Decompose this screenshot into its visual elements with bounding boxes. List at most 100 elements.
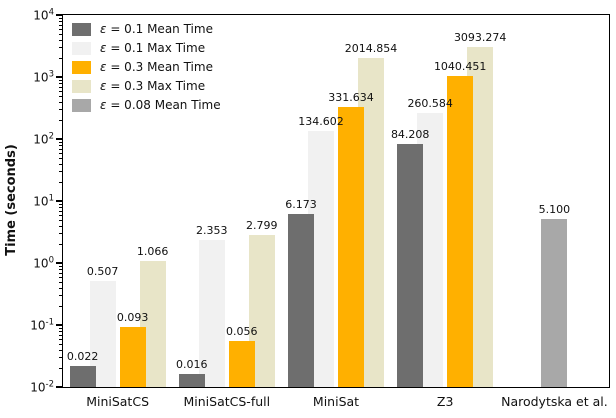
y-minor-tick: [59, 83, 62, 84]
y-minor-tick: [59, 338, 62, 340]
bar-value-label: 0.507: [86, 265, 119, 279]
y-major-tick: [56, 200, 62, 202]
y-minor-tick: [59, 214, 62, 216]
bar-value-label: 5.100: [538, 203, 571, 217]
y-minor-tick: [59, 272, 62, 274]
legend-label: ε = 0.1 Max Time: [100, 41, 206, 55]
y-minor-tick: [59, 276, 62, 278]
bar: [198, 239, 225, 387]
y-minor-tick: [59, 28, 62, 30]
plot-area: ε = 0.1 Mean Time ε = 0.1 Max Time ε = 0.3…: [30, 8, 610, 409]
legend-entry: ε = 0.1 Max Time: [72, 41, 221, 55]
y-major-tick: [56, 76, 62, 78]
bar-value-label: 2.353: [196, 223, 228, 237]
y-minor-tick: [59, 95, 62, 97]
y-minor-tick: [59, 269, 62, 270]
y-minor-tick: [59, 219, 62, 221]
y-minor-tick: [59, 349, 62, 351]
legend-swatch: [72, 98, 91, 112]
y-tick-label: 10-1: [30, 317, 54, 333]
bar-value-label: 0.016: [176, 358, 208, 372]
bar: [397, 143, 424, 387]
y-minor-tick: [59, 265, 62, 267]
y-minor-tick: [59, 79, 62, 81]
y-minor-tick: [59, 152, 62, 154]
y-minor-tick: [59, 306, 62, 308]
x-tick-label: MiniSat: [312, 394, 360, 409]
legend-entry: ε = 0.08 Mean Time: [72, 98, 221, 112]
y-minor-tick: [59, 244, 62, 246]
legend-swatch: [72, 60, 91, 74]
legend-label: ε = 0.3 Mean Time: [100, 60, 213, 74]
bar: [288, 214, 314, 387]
y-minor-tick: [59, 287, 62, 289]
y-minor-tick: [59, 90, 62, 92]
legend-label: ε = 0.08 Mean Time: [100, 98, 221, 112]
bar-value-label: 331.634: [328, 90, 374, 104]
y-minor-tick: [59, 148, 62, 150]
legend-entry: ε = 0.3 Mean Time: [72, 60, 221, 74]
y-minor-tick: [59, 157, 62, 159]
bar: [541, 219, 568, 387]
bar: [69, 365, 96, 387]
y-minor-tick: [59, 327, 62, 329]
y-minor-tick: [59, 331, 62, 332]
y-minor-tick: [59, 109, 62, 111]
y-tick-label: 101: [33, 193, 54, 209]
bar: [119, 326, 146, 387]
bar-value-label: 1.066: [136, 245, 169, 259]
y-minor-tick: [59, 24, 62, 26]
y-major-tick: [56, 386, 62, 388]
bar-value-label: 6.173: [285, 198, 317, 211]
legend-swatch: [72, 79, 91, 93]
y-minor-tick: [59, 295, 62, 297]
bar: [447, 75, 474, 387]
y-minor-tick: [59, 281, 62, 283]
y-major-tick: [56, 262, 62, 264]
x-tick-label: MiniSatCS-full: [183, 394, 271, 409]
bar-value-label: 84.208: [390, 127, 430, 141]
y-minor-tick: [59, 182, 62, 184]
y-minor-tick: [59, 120, 62, 122]
x-tick-label: MiniSatCS: [86, 394, 149, 409]
y-tick-label: 100: [33, 255, 54, 271]
legend-label: ε = 0.3 Max Time: [100, 79, 206, 93]
y-minor-tick: [59, 203, 62, 205]
bar-value-label: 0.056: [226, 324, 258, 338]
y-minor-tick: [59, 101, 62, 103]
y-minor-tick: [59, 17, 62, 19]
y-minor-tick: [59, 163, 62, 165]
bar: [338, 106, 364, 387]
bar-value-label: 2.799: [246, 219, 278, 233]
y-tick-label: 102: [33, 131, 54, 147]
y-minor-tick: [59, 141, 62, 143]
y-minor-tick: [59, 210, 62, 212]
y-minor-tick: [59, 58, 62, 60]
bar-value-label: 0.093: [116, 310, 149, 324]
bar: [228, 340, 255, 387]
y-minor-tick: [59, 171, 62, 173]
y-minor-tick: [59, 21, 62, 22]
bar-value-label: 260.584: [407, 97, 453, 111]
y-minor-tick: [59, 368, 62, 370]
y-minor-tick: [59, 145, 62, 146]
y-minor-tick: [59, 86, 62, 88]
bar-value-label: 134.602: [298, 115, 344, 128]
y-tick-label: 10-2: [30, 379, 54, 395]
y-minor-tick: [59, 47, 62, 49]
y-major-tick: [56, 138, 62, 140]
x-tick-label: Z3: [436, 394, 454, 409]
y-minor-tick: [59, 334, 62, 336]
y-axis-title: Time (seconds): [4, 144, 19, 256]
y-major-tick: [56, 324, 62, 326]
y-minor-tick: [59, 357, 62, 359]
bar: [178, 374, 205, 387]
y-minor-tick: [59, 343, 62, 345]
legend-swatch: [72, 41, 91, 55]
y-minor-tick: [59, 233, 62, 235]
legend-entry: ε = 0.1 Mean Time: [72, 22, 221, 36]
legend: ε = 0.1 Mean Time ε = 0.1 Max Time ε = 0.3…: [72, 22, 221, 112]
bar-value-label: 2014.854: [344, 42, 398, 56]
bar-value-label: 3093.274: [453, 30, 507, 44]
